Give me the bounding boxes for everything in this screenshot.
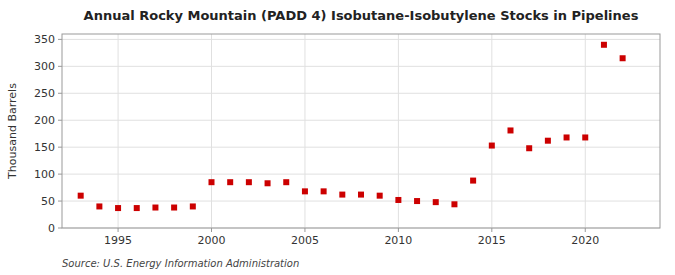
point [96, 203, 102, 209]
point [470, 178, 476, 184]
tick-x [211, 228, 212, 232]
point [321, 188, 327, 194]
tick-label-y: 0 [48, 222, 55, 235]
grid-line-x [491, 34, 492, 228]
grid-line-y [62, 147, 660, 148]
tick-label-y: 350 [34, 33, 55, 46]
point [171, 205, 177, 211]
point [377, 193, 383, 199]
source: Source: U.S. Energy Information Administ… [62, 258, 299, 269]
point [545, 138, 551, 144]
point [414, 198, 420, 204]
tick-y [58, 228, 62, 229]
tick-x [398, 228, 399, 232]
grid-line-x [304, 34, 305, 228]
grid-line-y [62, 201, 660, 202]
grid-line-y [62, 120, 660, 121]
point [620, 55, 626, 61]
tick-label-x: 2015 [478, 234, 506, 247]
point [601, 42, 607, 48]
tick-y [58, 120, 62, 121]
tick-label-x: 2010 [384, 234, 412, 247]
point [358, 192, 364, 198]
tick-label-x: 2020 [571, 234, 599, 247]
grid-line-y [62, 39, 660, 40]
tick-label-y: 250 [34, 87, 55, 100]
point [508, 127, 514, 133]
point [489, 143, 495, 149]
point [339, 192, 345, 198]
chart: 0 50 100 150 200 250 300 350 1995 2000 2005 2010 201… [0, 0, 675, 275]
tick-x [585, 228, 586, 232]
grid-line-x [585, 34, 586, 228]
point [582, 134, 588, 140]
plot-frame [62, 34, 660, 228]
tick-x [304, 228, 305, 232]
grid-line-y [62, 174, 660, 175]
tick-y [58, 201, 62, 202]
point [152, 205, 158, 211]
point [209, 179, 215, 185]
tick-label-y: 300 [34, 60, 55, 73]
tick-label-y: 200 [34, 114, 55, 127]
tick-y [58, 174, 62, 175]
point [451, 201, 457, 207]
point [564, 134, 570, 140]
chart-container: 0 50 100 150 200 250 300 350 1995 2000 2005 2010 201… [0, 0, 675, 275]
point [433, 199, 439, 205]
points [78, 42, 626, 211]
tick-x [491, 228, 492, 232]
tick-label-y: 50 [41, 195, 55, 208]
point [265, 180, 271, 186]
point [246, 179, 252, 185]
point [78, 193, 84, 199]
tick-y [58, 39, 62, 40]
tick-label-x: 2000 [198, 234, 226, 247]
grid [62, 34, 660, 228]
grid-line-x [211, 34, 212, 228]
point [190, 203, 196, 209]
tick-label-y: 100 [34, 168, 55, 181]
point [227, 179, 233, 185]
point [526, 145, 532, 151]
point [302, 188, 308, 194]
point [115, 205, 121, 211]
y-axis-label: Thousand Barrels [6, 83, 19, 180]
grid-line-x [118, 34, 119, 228]
tick-y [58, 66, 62, 67]
tick-label-y: 150 [34, 141, 55, 154]
title: Annual Rocky Mountain (PADD 4) Isobutane… [84, 8, 639, 23]
tick-y [58, 147, 62, 148]
tick-label-x: 2005 [291, 234, 319, 247]
tick-y [58, 93, 62, 94]
tick-label-x: 1995 [104, 234, 132, 247]
point [283, 179, 289, 185]
tick-x [118, 228, 119, 232]
point [134, 205, 140, 211]
point [395, 197, 401, 203]
grid-line-y [62, 66, 660, 67]
grid-line-y [62, 93, 660, 94]
axes: 0 50 100 150 200 250 300 350 1995 2000 2005 2010 201… [34, 33, 599, 247]
